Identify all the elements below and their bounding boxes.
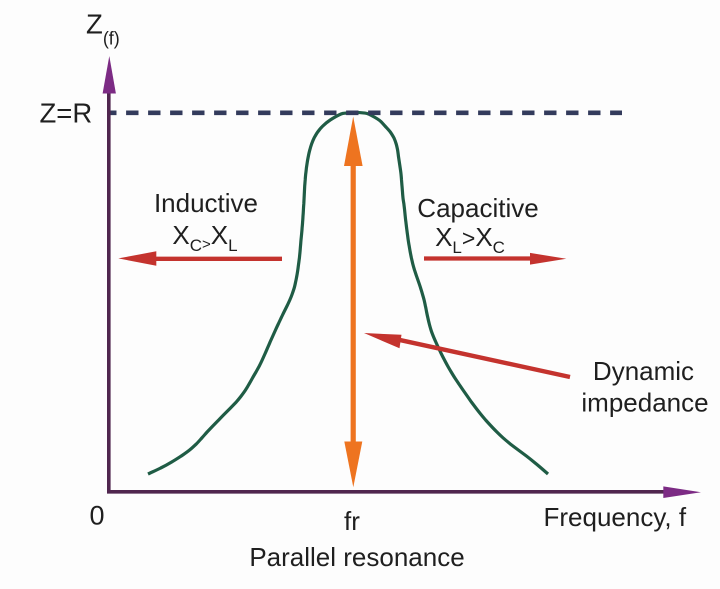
svg-text:fr: fr xyxy=(344,506,360,536)
svg-text:Parallel resonance: Parallel resonance xyxy=(249,542,464,572)
svg-text:Capacitive: Capacitive xyxy=(417,193,538,223)
svg-text:XC>XL: XC>XL xyxy=(172,220,237,255)
svg-text:Inductive: Inductive xyxy=(154,188,258,218)
svg-text:Z=R: Z=R xyxy=(40,98,93,129)
svg-text:Dynamic: Dynamic xyxy=(593,356,694,386)
svg-text:0: 0 xyxy=(90,501,105,531)
svg-text:impedance: impedance xyxy=(581,388,708,418)
svg-text:Frequency, f: Frequency, f xyxy=(544,502,687,532)
